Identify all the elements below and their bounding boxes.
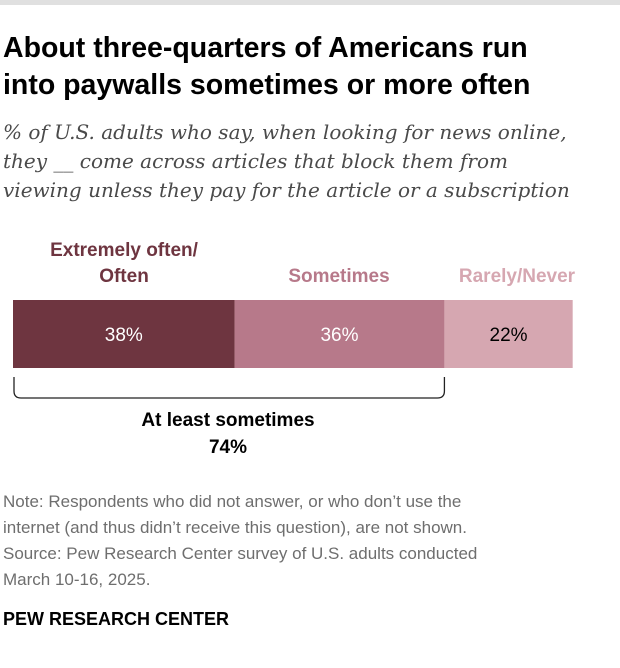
- chart-subtitle: % of U.S. adults who say, when looking f…: [3, 118, 613, 205]
- bar-segment-sometimes: [234, 300, 445, 368]
- note-line-2: internet (and thus didn’t receive this q…: [3, 518, 467, 537]
- category-label-sometimes: Sometimes: [235, 264, 443, 290]
- value-label-rarely-never: 22%: [490, 325, 528, 346]
- subtitle-line-3: viewing unless they pay for the article …: [3, 178, 570, 202]
- category-label-rarely-never: Rarely/Never: [430, 264, 604, 290]
- brand-logo-text: PEW RESEARCH CENTER: [3, 609, 230, 629]
- bracket-label-line-1: At least sometimes: [141, 410, 315, 431]
- title-line-2: into paywalls sometimes or more often: [3, 69, 531, 101]
- subtitle-line-1: % of U.S. adults who say, when looking f…: [3, 120, 567, 144]
- top-rule: [0, 0, 620, 5]
- subtitle-line-2: they __ come across articles that block …: [3, 149, 508, 173]
- title-line-1: About three-quarters of Americans run: [3, 32, 528, 64]
- stacked-bar-chart: 38% 36% 22%: [13, 300, 573, 399]
- source-line-2: March 10-16, 2025.: [3, 570, 151, 589]
- chart-title: About three-quarters of Americans run in…: [3, 30, 613, 104]
- category-label-sometimes-line-1: Sometimes: [288, 266, 390, 287]
- category-label-often: Extremely often/ Often: [13, 238, 235, 290]
- source-line-1: Source: Pew Research Center survey of U.…: [3, 544, 478, 563]
- bracket-label: At least sometimes 74%: [13, 407, 443, 461]
- bracket-label-line-2: 74%: [208, 437, 248, 458]
- bar-segment-rarely-never: [444, 300, 573, 368]
- category-label-rarely-never-line-1: Rarely/Never: [458, 266, 576, 287]
- category-label-often-line-2: Often: [99, 266, 149, 287]
- bar-segment-often: [13, 300, 235, 368]
- bracket-line: [13, 377, 446, 399]
- footnote: Note: Respondents who did not answer, or…: [3, 489, 615, 593]
- note-line-1: Note: Respondents who did not answer, or…: [3, 492, 462, 511]
- value-label-sometimes: 36%: [320, 325, 358, 346]
- value-label-often: 38%: [105, 325, 143, 346]
- category-label-often-line-1: Extremely often/: [50, 240, 198, 261]
